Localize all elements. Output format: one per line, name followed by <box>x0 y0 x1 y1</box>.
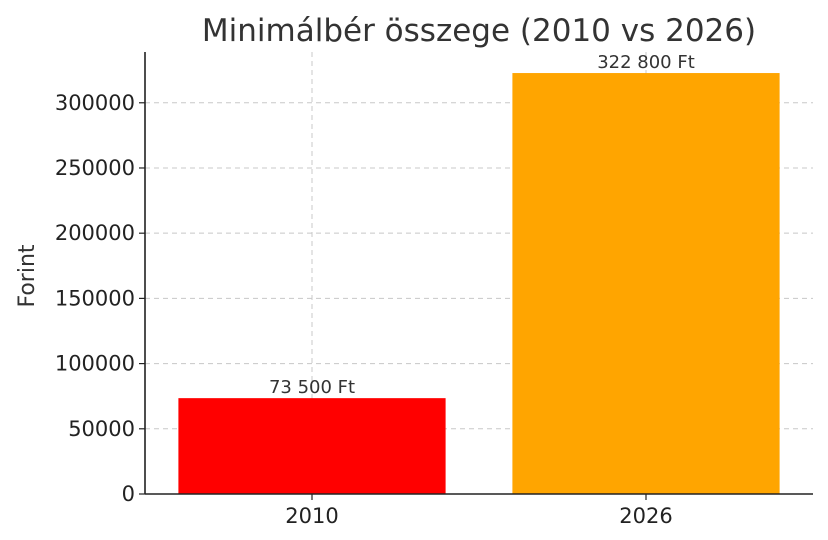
x-tick-label: 2010 <box>285 504 338 528</box>
bar-2010 <box>178 398 446 494</box>
y-tick-label: 0 <box>122 482 135 506</box>
y-tick-label: 50000 <box>68 417 135 441</box>
axes <box>139 52 813 500</box>
y-tick-label: 200000 <box>55 221 135 245</box>
x-tick-label: 2026 <box>619 504 672 528</box>
y-tick-label: 150000 <box>55 286 135 310</box>
bars <box>178 73 780 495</box>
labels: 73 500 Ft 322 800 Ft 0 50000 100000 150000 200… <box>55 52 695 528</box>
bar-2026 <box>512 73 780 495</box>
y-tick-label: 300000 <box>55 91 135 115</box>
data-label-2010: 73 500 Ft <box>269 377 355 398</box>
data-label-2026: 322 800 Ft <box>597 52 695 73</box>
chart-title: Minimálbér összege (2010 vs 2026) <box>202 13 756 49</box>
y-axis-label: Forint <box>15 244 40 307</box>
y-tick-label: 250000 <box>55 156 135 180</box>
y-tick-label: 100000 <box>55 352 135 376</box>
